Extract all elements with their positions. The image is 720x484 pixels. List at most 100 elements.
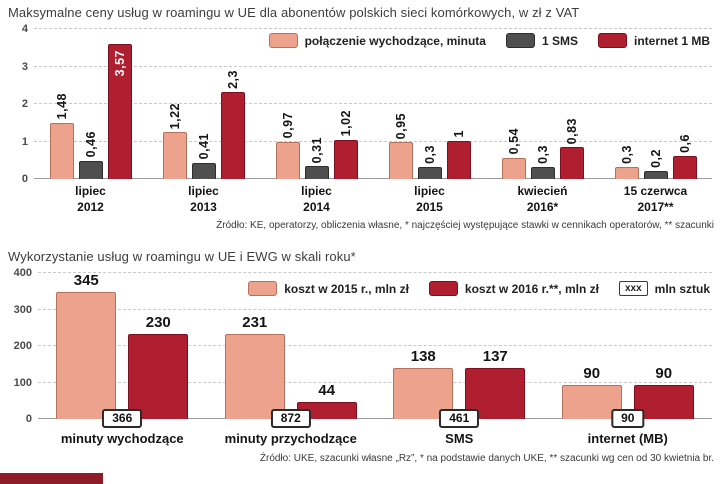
bar-red: 1,02 (333, 110, 358, 179)
bar-value-label: 44 (318, 382, 336, 400)
category-label-line: kwiecień (517, 184, 568, 198)
bar-value-label: 0,54 (506, 128, 521, 155)
category-label-line: internet (MB) (587, 431, 668, 447)
bar-gray: 0,2 (643, 149, 668, 179)
chart-title: Wykorzystanie usług w roamingu w UE i EW… (8, 249, 356, 265)
y-axis-tick-label: 400 (13, 267, 32, 280)
category-label-line: lipiec (414, 184, 445, 198)
bar-value-label: 231 (242, 313, 268, 331)
roaming-prices-chart: Maksymalne ceny usług w roamingu w UE dl… (8, 5, 714, 231)
bar-value-label: 230 (145, 314, 171, 332)
bar-red: 90 (633, 365, 694, 420)
source-note: Źródło: KE, operatorzy, obliczenia własn… (216, 220, 714, 232)
bar-salmon: 0,95 (388, 113, 413, 179)
gridline (34, 65, 712, 67)
category-label-line: minuty wychodzące (60, 431, 184, 447)
unit-count-box: 366 (102, 409, 143, 429)
bar-value-label: 1,02 (338, 110, 353, 137)
category-label: SMS (375, 431, 544, 448)
bar-value-label: 138 (410, 347, 436, 365)
category-label-line: 15 czerwca (623, 184, 688, 198)
bar-value-label: 0,3 (619, 144, 634, 164)
bar-salmon: 345 (56, 272, 117, 420)
gridline (34, 140, 712, 142)
category-label: kwiecień 2016* (486, 184, 599, 215)
y-axis-tick-label: 4 (21, 23, 28, 35)
bar-value-label: 0,97 (280, 112, 295, 139)
legend-swatch (428, 281, 458, 297)
page-footer-strip (0, 473, 103, 484)
bar-group: 90 90 90 (544, 273, 713, 429)
legend: koszt w 2015 r., mln zł koszt w 2016 r.**… (248, 281, 710, 297)
bar-gray: 0,31 (304, 137, 329, 179)
unit-count-box: 461 (439, 409, 480, 429)
legend-label: koszt w 2016 r.**, mln zł (464, 281, 599, 296)
legend: połączenie wychodzące, minuta 1 SMS intern… (268, 33, 710, 48)
bar-group: 0,95 0,3 1 (373, 29, 486, 179)
unit-legend-box: xxx (618, 281, 648, 297)
category-label-line: 2013 (190, 199, 217, 214)
y-axis-tick-label: 3 (21, 60, 28, 73)
gridline (38, 345, 712, 347)
category-label-line: lipiec (301, 184, 332, 198)
gridline (38, 308, 712, 310)
roaming-usage-chart: Wykorzystanie usług w roamingu w UE i EW… (8, 249, 714, 464)
bar-red: 0,83 (559, 118, 584, 179)
category-label: minuty wychodzące (38, 431, 207, 448)
gridline (34, 103, 712, 104)
bar-salmon: 0,54 (501, 128, 526, 179)
y-axis-tick-label: 0 (21, 173, 28, 185)
category-label-line: lipiec (188, 184, 219, 198)
bar-gray: 0,46 (78, 131, 103, 179)
category-label-line: 2016* (526, 199, 559, 214)
bar-value-label: 90 (583, 365, 601, 383)
unit-count-box: 872 (270, 409, 311, 429)
roaming-usage-plot: 0 100 200 300 400 345 230 366 231 44 872 138 137 461 9… (14, 267, 713, 429)
page: Maksymalne ceny usług w roamingu w UE dl… (8, 5, 714, 464)
bar-red: 44 (296, 382, 357, 420)
bar-value-label: 0,31 (309, 137, 324, 164)
y-axis-tick-label: 200 (13, 340, 32, 353)
chart-title: Maksymalne ceny usług w roamingu w UE dl… (8, 5, 580, 20)
bar-value-label: 0,3 (535, 144, 550, 164)
gridline (34, 178, 712, 179)
legend-item: koszt w 2016 r.**, mln zł (428, 281, 599, 297)
bar-value-label: 2,3 (225, 69, 240, 89)
bar-salmon: 0,3 (614, 145, 639, 179)
x-axis-category-labels: lipiec 2012 lipiec 2013 lipiec 2014 lipiec 2015… (34, 184, 712, 215)
bar-value-label: 137 (482, 348, 508, 366)
bar-value-label: 345 (73, 272, 99, 290)
category-label: lipiec 2015 (373, 184, 486, 215)
legend-label: 1 SMS (541, 33, 578, 48)
source-note: Źródło: UKE, szacunki własne „Rz”, * na … (259, 453, 714, 465)
y-axis-tick-label: 1 (21, 135, 28, 148)
category-label-line: SMS (445, 431, 474, 447)
category-label-line: 2015 (416, 199, 443, 214)
bar-group: 138 137 461 (375, 273, 544, 429)
bar-value-label: 0,3 (422, 144, 437, 164)
legend-label: koszt w 2015 r., mln zł (284, 281, 409, 296)
category-label: minuty przychodzące (207, 431, 376, 448)
category-label-line: 2012 (77, 199, 104, 214)
category-label: internet (MB) (544, 431, 713, 448)
legend-swatch (597, 33, 627, 48)
category-label: lipiec 2012 (34, 184, 147, 215)
bar-salmon: 231 (224, 314, 285, 420)
category-label: lipiec 2014 (260, 184, 373, 215)
bar-salmon: 0,97 (275, 112, 300, 179)
legend-item: internet 1 MB (597, 33, 710, 48)
bar-salmon: 1,48 (49, 93, 74, 179)
bar-value-label: 0,83 (564, 117, 579, 144)
unit-count-box: 90 (611, 409, 645, 429)
bar-value-label: 3,57 (112, 50, 127, 77)
gridline (38, 272, 712, 274)
bar-group: 0,97 0,31 1,02 (260, 29, 373, 179)
bar-salmon: 138 (393, 348, 454, 420)
bar-value-label: 0,6 (677, 133, 692, 153)
bar-group: 0,54 0,3 0,83 (486, 29, 599, 179)
gridline (34, 28, 712, 29)
bar-red: 230 (128, 314, 189, 420)
bar-value-label: 1 (451, 130, 466, 138)
category-label-line: lipiec (75, 184, 106, 198)
gridline (38, 381, 712, 383)
